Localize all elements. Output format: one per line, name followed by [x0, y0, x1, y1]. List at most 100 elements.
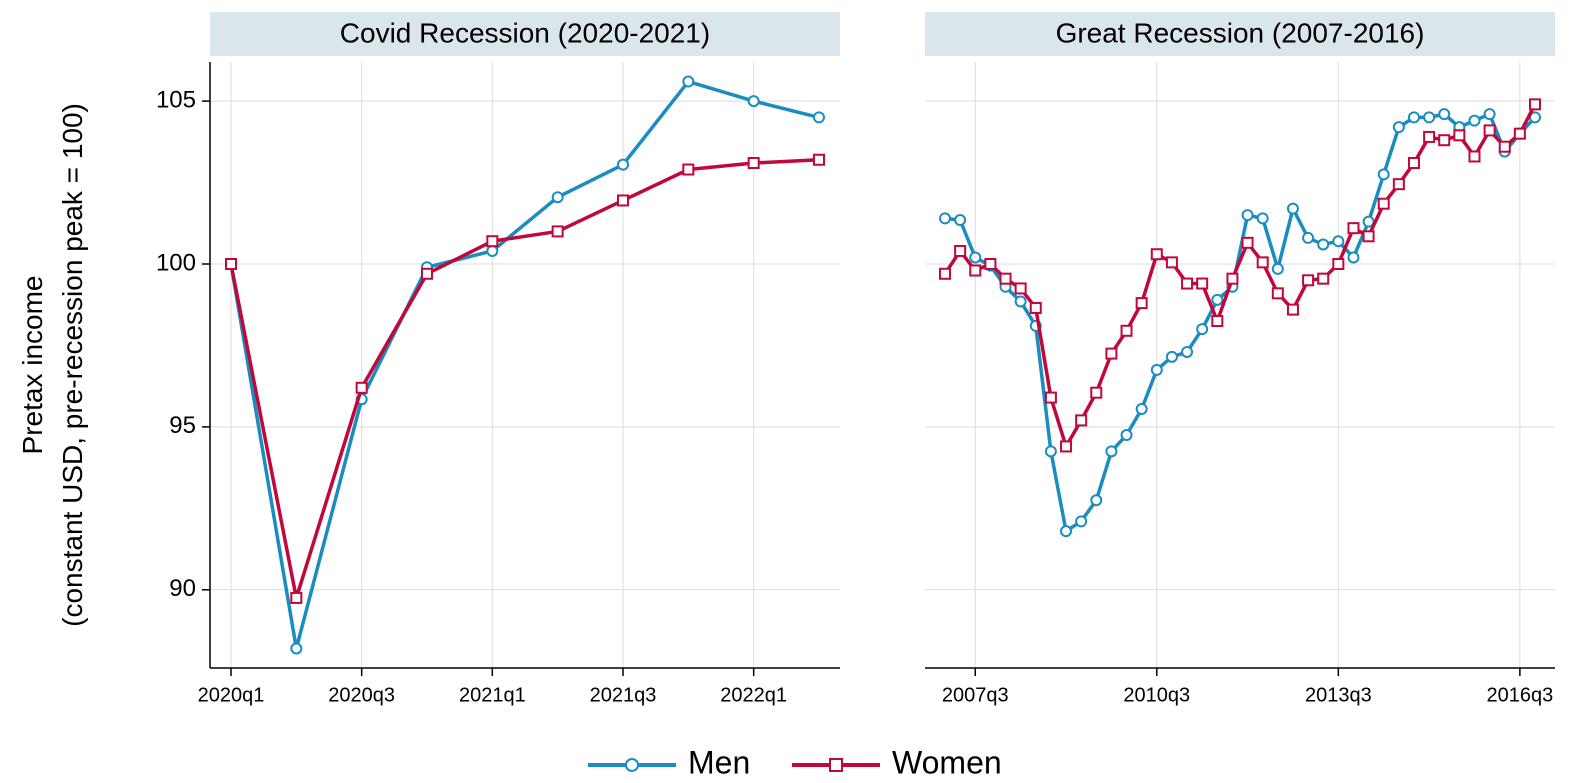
panel-header — [925, 12, 1555, 56]
marker — [551, 191, 564, 204]
series-line — [943, 103, 1537, 449]
y-axis-label-line: Pretax income — [17, 276, 48, 455]
x-tick-label: 2020q3 — [328, 684, 395, 706]
marker — [1347, 222, 1360, 235]
marker — [1377, 197, 1390, 210]
marker — [1211, 293, 1224, 306]
marker — [984, 258, 997, 270]
marker — [617, 158, 629, 171]
y-tick-label: 105 — [156, 86, 196, 113]
marker — [1529, 98, 1541, 111]
series-line — [229, 79, 820, 651]
marker — [486, 235, 499, 248]
marker — [1302, 274, 1315, 287]
legend-marker — [829, 758, 843, 772]
marker — [1483, 108, 1496, 121]
marker — [1423, 111, 1436, 124]
marker — [1286, 303, 1299, 316]
marker — [1407, 111, 1420, 124]
marker — [969, 264, 982, 277]
marker — [1181, 345, 1194, 358]
marker — [813, 153, 825, 166]
marker — [1377, 168, 1390, 181]
panel-title: Covid Recession (2020-2021) — [340, 17, 710, 48]
marker — [1513, 127, 1526, 140]
marker — [617, 194, 629, 207]
marker — [747, 95, 760, 108]
marker — [1317, 272, 1330, 285]
marker — [999, 272, 1012, 285]
x-tick-label: 2021q1 — [459, 684, 526, 706]
marker — [1271, 262, 1284, 275]
marker — [969, 251, 982, 264]
marker — [1196, 277, 1209, 290]
marker — [1347, 251, 1360, 264]
marker — [1135, 297, 1148, 310]
x-tick-label: 2013q3 — [1305, 684, 1372, 706]
series-line — [229, 157, 820, 600]
marker — [421, 267, 433, 280]
marker — [1029, 301, 1042, 314]
marker — [1392, 121, 1405, 134]
marker — [1498, 140, 1511, 153]
x-tick-label: 2010q3 — [1123, 684, 1190, 706]
x-tick-label: 2022q1 — [720, 684, 787, 706]
legend-label: Men — [688, 744, 750, 780]
marker — [747, 157, 760, 169]
marker — [954, 214, 967, 227]
marker — [1362, 230, 1375, 243]
marker — [1317, 238, 1330, 251]
marker — [1483, 124, 1496, 137]
x-tick-label: 2007q3 — [942, 684, 1009, 706]
marker — [1226, 272, 1239, 285]
marker — [1165, 256, 1178, 269]
marker — [1241, 209, 1254, 222]
marker — [1150, 363, 1163, 376]
marker — [954, 244, 967, 257]
marker — [290, 642, 303, 655]
y-axis-label: Pretax income (constant USD, pre-recessio… — [17, 103, 88, 627]
marker — [486, 244, 499, 257]
marker — [1332, 235, 1345, 248]
marker — [1423, 130, 1436, 143]
marker — [1120, 324, 1133, 337]
marker — [1407, 157, 1420, 169]
marker — [1241, 236, 1254, 249]
x-tick-label: 2021q3 — [590, 684, 657, 706]
panel-header — [210, 12, 840, 56]
marker — [1014, 295, 1027, 308]
marker — [1438, 108, 1451, 121]
marker — [1135, 402, 1148, 415]
marker — [1105, 445, 1118, 458]
marker — [1453, 129, 1466, 142]
marker — [1075, 515, 1088, 528]
series-line — [944, 112, 1537, 533]
marker — [1302, 231, 1315, 244]
marker — [1165, 350, 1178, 363]
marker — [939, 267, 951, 280]
marker — [1438, 134, 1451, 147]
marker — [1044, 445, 1057, 458]
marker — [225, 258, 237, 270]
marker — [1060, 525, 1073, 538]
marker — [1150, 248, 1163, 261]
marker — [355, 381, 368, 394]
marker — [1090, 386, 1103, 399]
legend-marker — [625, 758, 639, 772]
marker — [682, 163, 695, 176]
marker — [1286, 202, 1299, 215]
marker — [1044, 391, 1057, 404]
y-tick-label: 90 — [169, 575, 196, 602]
x-tick-label: 2020q1 — [198, 684, 265, 706]
legend-label: Women — [892, 744, 1002, 780]
marker — [551, 225, 564, 238]
x-tick-label: 2016q3 — [1486, 684, 1553, 706]
y-tick-label: 95 — [169, 412, 196, 439]
panel-title: Great Recession (2007-2016) — [1056, 17, 1425, 48]
marker — [1468, 114, 1481, 127]
marker — [682, 75, 695, 88]
marker — [1332, 258, 1345, 270]
marker — [813, 111, 825, 124]
